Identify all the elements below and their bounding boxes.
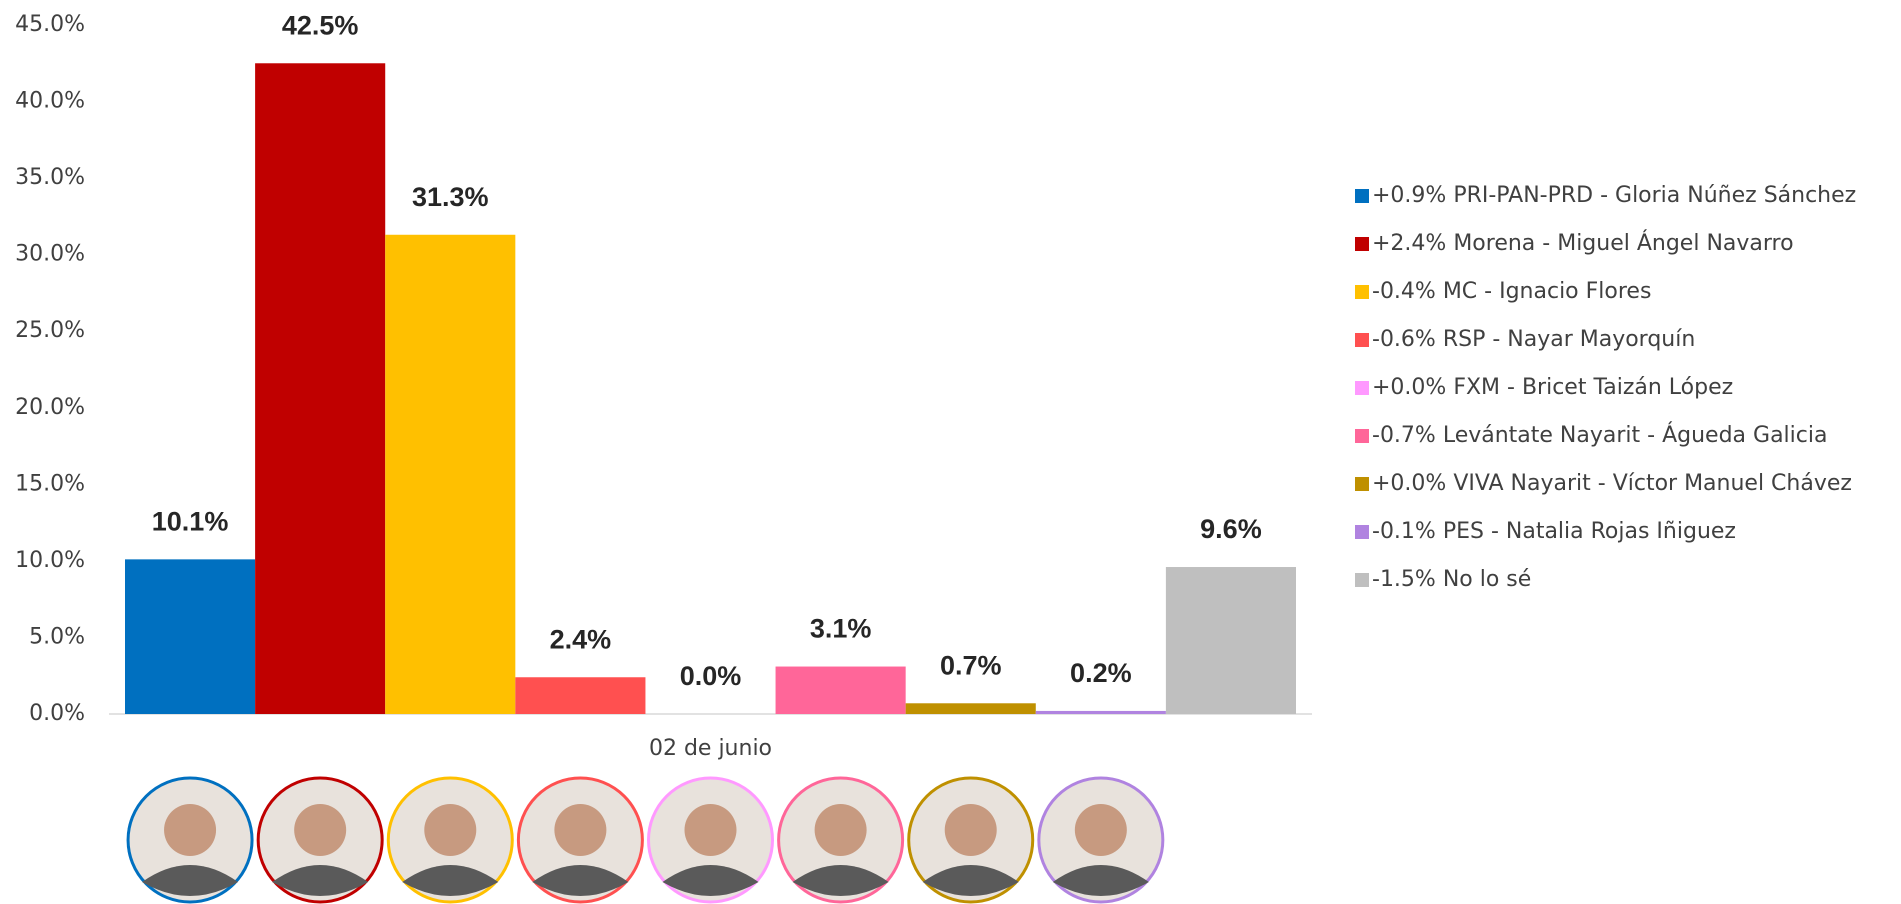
bar: [1166, 567, 1296, 714]
y-tick-label: 35.0%: [15, 165, 85, 190]
data-label: 3.1%: [810, 614, 872, 644]
candidate-photo: [1039, 778, 1163, 902]
legend-swatch: [1355, 477, 1369, 491]
y-tick-label: 0.0%: [29, 701, 85, 726]
photo-head: [424, 804, 476, 856]
y-tick-label: 5.0%: [29, 624, 85, 649]
legend-swatch: [1355, 381, 1369, 395]
y-tick-label: 10.0%: [15, 548, 85, 573]
candidate-photo: [388, 778, 512, 902]
legend-label: +2.4% Morena - Miguel Ángel Navarro: [1372, 230, 1794, 256]
candidate-photo: [649, 778, 773, 902]
data-label: 2.4%: [550, 624, 612, 654]
legend-swatch: [1355, 429, 1369, 443]
y-tick-label: 15.0%: [15, 471, 85, 496]
y-tick-label: 45.0%: [15, 12, 85, 37]
legend-swatch: [1355, 333, 1369, 347]
y-tick-label: 30.0%: [15, 242, 85, 267]
legend-label: +0.0% VIVA Nayarit - Víctor Manuel Cháve…: [1372, 471, 1852, 496]
photo-head: [294, 804, 346, 856]
candidate-photo: [128, 778, 252, 902]
photo-head: [1075, 804, 1127, 856]
legend-label: -0.7% Levántate Nayarit - Águeda Galicia: [1372, 422, 1827, 448]
photo-head: [945, 804, 997, 856]
data-label: 0.0%: [680, 661, 742, 691]
candidate-photo: [258, 778, 382, 902]
bar: [125, 559, 255, 714]
legend-label: -0.4% MC - Ignacio Flores: [1372, 279, 1651, 304]
bar: [1036, 711, 1166, 714]
bar: [515, 677, 645, 714]
legend-label: +0.9% PRI-PAN-PRD - Gloria Núñez Sánchez: [1372, 183, 1856, 208]
data-label: 10.1%: [152, 506, 229, 536]
legend-swatch: [1355, 573, 1369, 587]
photo-head: [685, 804, 737, 856]
photo-head: [164, 804, 216, 856]
legend-label: +0.0% FXM - Bricet Taizán López: [1372, 375, 1733, 400]
legend-swatch: [1355, 525, 1369, 539]
legend-swatch: [1355, 237, 1369, 251]
data-label: 0.7%: [940, 650, 1002, 680]
bar: [385, 235, 515, 714]
legend-swatch: [1355, 285, 1369, 299]
data-label: 0.2%: [1070, 658, 1132, 688]
y-tick-label: 25.0%: [15, 318, 85, 343]
candidate-photo: [518, 778, 642, 902]
data-label: 31.3%: [412, 182, 489, 212]
legend-label: -0.6% RSP - Nayar Mayorquín: [1372, 327, 1695, 352]
legend-label: -1.5% No lo sé: [1372, 567, 1531, 592]
candidate-photo: [909, 778, 1033, 902]
y-tick-label: 20.0%: [15, 395, 85, 420]
photo-head: [554, 804, 606, 856]
bar: [906, 703, 1036, 714]
bar: [255, 63, 385, 714]
legend-swatch: [1355, 189, 1369, 203]
x-tick-label: 02 de junio: [649, 736, 772, 761]
legend-label: -0.1% PES - Natalia Rojas Iñiguez: [1372, 519, 1736, 544]
chart: 0.0% 5.0% 10.0% 15.0% 20.0% 25.0% 30.0% 35.0% 40…: [0, 0, 1901, 904]
bar: [776, 667, 906, 714]
candidate-photo: [779, 778, 903, 902]
data-label: 42.5%: [282, 10, 359, 40]
photo-head: [815, 804, 867, 856]
y-tick-label: 40.0%: [15, 89, 85, 114]
data-label: 9.6%: [1200, 514, 1262, 544]
